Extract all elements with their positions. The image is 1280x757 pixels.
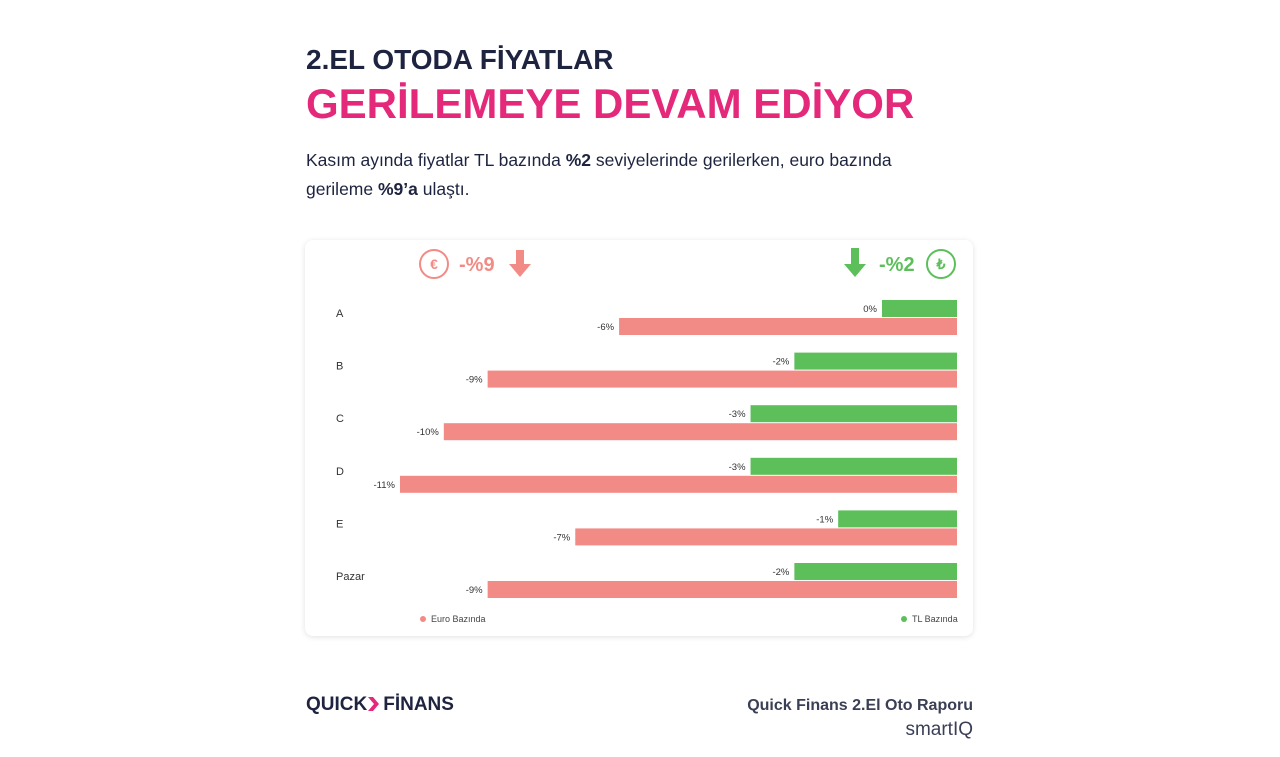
euro-icon: € xyxy=(430,256,438,272)
euro-icon-circle xyxy=(419,249,449,279)
category-label: C xyxy=(336,413,344,425)
value-label: -1% xyxy=(816,514,833,525)
category-label: E xyxy=(336,518,343,530)
title-line1: 2.EL OTODA FİYATLAR xyxy=(306,44,614,75)
bar xyxy=(487,370,957,388)
subtitle-bold: %2 xyxy=(565,150,592,170)
value-label: -2% xyxy=(772,567,789,578)
category-label: B xyxy=(336,361,343,373)
logo-left: QUICK xyxy=(306,694,368,715)
value-label: -9% xyxy=(466,375,483,386)
legend-marker xyxy=(420,616,426,622)
value-label: -3% xyxy=(729,462,746,473)
legend-label: Euro Bazında xyxy=(431,614,486,624)
title-line2: GERİLEMEYE DEVAM EDİYOR xyxy=(306,80,915,127)
bar xyxy=(838,510,957,528)
bar xyxy=(750,405,957,423)
category-label: Pazar xyxy=(336,571,365,583)
bar xyxy=(882,300,957,317)
value-label: -10% xyxy=(417,427,440,438)
legend-label: TL Bazında xyxy=(912,614,958,624)
value-label: -7% xyxy=(553,532,570,543)
down-arrow xyxy=(844,248,866,277)
category-label: D xyxy=(336,466,344,478)
bar xyxy=(750,457,957,475)
value-label: 0% xyxy=(863,304,877,315)
subtitle-text: seviyelerinde gerilerken, euro bazında g… xyxy=(306,150,892,199)
report-name: Quick Finans 2.El Oto Raporu xyxy=(747,697,973,714)
bar xyxy=(794,563,957,580)
logo-right: FİNANS xyxy=(383,694,454,715)
subtitle: Kasım ayında fiyatlar TL bazında %2 sevi… xyxy=(306,146,896,204)
down-arrow xyxy=(509,250,531,277)
tl-icon: ₺ xyxy=(936,256,946,272)
value-label: -9% xyxy=(466,585,483,596)
bar xyxy=(575,528,957,546)
bar xyxy=(619,318,957,335)
tl-icon-circle xyxy=(926,249,956,279)
category-label: A xyxy=(336,308,344,320)
logo: QUICK FİNANS xyxy=(306,694,454,715)
brand: smartIQ xyxy=(905,719,973,740)
logo-arrow xyxy=(368,697,379,711)
subtitle-text: ulaştı. xyxy=(417,179,470,199)
value-label: -3% xyxy=(729,409,746,420)
subtitle-text: Kasım ayında fiyatlar TL bazında xyxy=(306,150,566,170)
legend-marker xyxy=(901,616,907,622)
value-label: -11% xyxy=(374,480,396,491)
bar xyxy=(487,581,957,598)
value-label: -2% xyxy=(772,357,789,368)
euro-badge: -%9 xyxy=(459,254,495,276)
bar xyxy=(794,352,957,370)
tl-badge: -%2 xyxy=(879,254,915,276)
value-label: -6% xyxy=(597,322,614,333)
bar xyxy=(443,423,957,441)
bar xyxy=(400,475,957,493)
subtitle-bold: %9’a xyxy=(377,179,418,199)
